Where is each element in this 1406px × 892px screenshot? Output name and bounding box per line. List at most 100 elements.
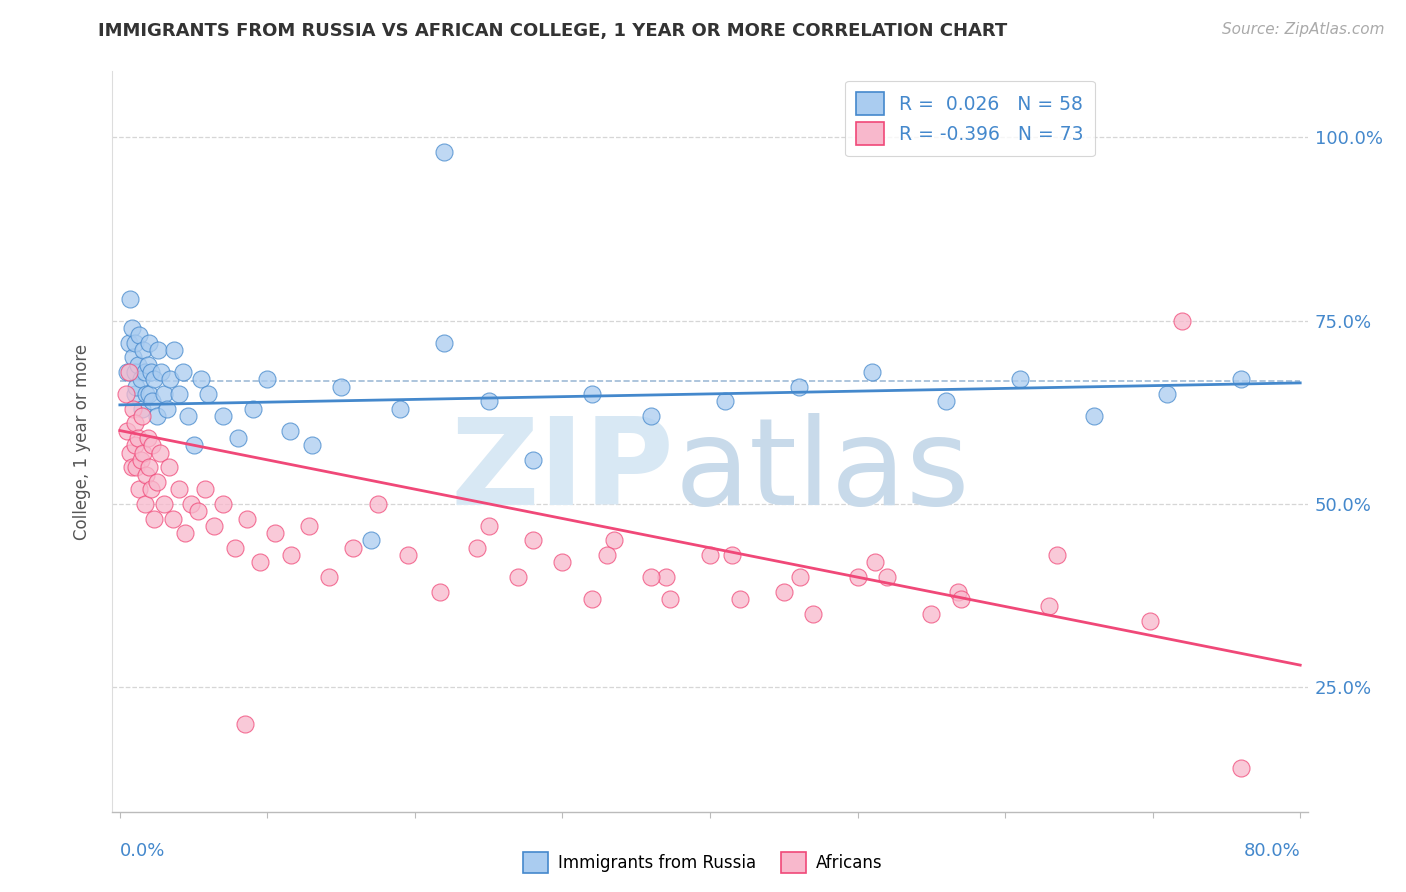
Point	[141, 438, 163, 452]
Text: 80.0%: 80.0%	[1243, 842, 1301, 860]
Point	[278, 424, 301, 438]
Point	[301, 438, 323, 452]
Point	[127, 358, 149, 372]
Point	[789, 570, 811, 584]
Point	[640, 570, 662, 584]
Y-axis label: College, 1 year or more: College, 1 year or more	[73, 343, 91, 540]
Point	[118, 365, 141, 379]
Point	[249, 556, 271, 570]
Point	[135, 467, 157, 482]
Point	[159, 372, 181, 386]
Point	[138, 335, 160, 350]
Point	[124, 387, 146, 401]
Point	[465, 541, 488, 555]
Point	[342, 541, 364, 555]
Point	[121, 460, 143, 475]
Point	[846, 570, 869, 584]
Text: atlas: atlas	[675, 413, 970, 530]
Point	[330, 379, 353, 393]
Point	[194, 482, 217, 496]
Point	[226, 431, 249, 445]
Point	[233, 716, 256, 731]
Point	[728, 592, 751, 607]
Point	[224, 541, 246, 555]
Point	[920, 607, 942, 621]
Point	[139, 365, 162, 379]
Text: 0.0%: 0.0%	[120, 842, 166, 860]
Point	[124, 416, 146, 430]
Point	[134, 365, 156, 379]
Point	[1008, 372, 1031, 386]
Point	[581, 387, 603, 401]
Point	[173, 526, 195, 541]
Point	[167, 482, 190, 496]
Point	[478, 519, 501, 533]
Point	[603, 533, 626, 548]
Point	[148, 343, 170, 357]
Point	[596, 548, 619, 562]
Point	[280, 548, 302, 562]
Point	[640, 409, 662, 423]
Point	[1171, 313, 1194, 327]
Point	[115, 424, 138, 438]
Point	[433, 145, 456, 159]
Point	[202, 519, 225, 533]
Point	[134, 497, 156, 511]
Point	[1083, 409, 1105, 423]
Point	[172, 365, 194, 379]
Point	[124, 365, 146, 379]
Point	[396, 548, 419, 562]
Point	[551, 556, 574, 570]
Point	[197, 387, 219, 401]
Point	[1230, 761, 1253, 775]
Point	[121, 321, 143, 335]
Point	[659, 592, 682, 607]
Point	[124, 335, 146, 350]
Point	[212, 409, 235, 423]
Point	[114, 387, 136, 401]
Point	[120, 445, 142, 459]
Point	[935, 394, 957, 409]
Point	[142, 372, 165, 386]
Point	[128, 328, 150, 343]
Point	[429, 584, 451, 599]
Point	[263, 526, 285, 541]
Point	[139, 482, 162, 496]
Point	[136, 358, 159, 372]
Point	[256, 372, 278, 386]
Point	[1046, 548, 1069, 562]
Point	[522, 533, 544, 548]
Text: Source: ZipAtlas.com: Source: ZipAtlas.com	[1222, 22, 1385, 37]
Point	[433, 335, 456, 350]
Point	[153, 387, 176, 401]
Point	[131, 409, 153, 423]
Point	[132, 343, 155, 357]
Point	[581, 592, 603, 607]
Point	[142, 511, 165, 525]
Point	[946, 584, 969, 599]
Legend: R =  0.026   N = 58, R = -0.396   N = 73: R = 0.026 N = 58, R = -0.396 N = 73	[845, 81, 1095, 156]
Point	[145, 475, 167, 489]
Point	[118, 335, 141, 350]
Point	[125, 460, 148, 475]
Point	[949, 592, 972, 607]
Point	[699, 548, 721, 562]
Point	[124, 438, 146, 452]
Point	[162, 511, 184, 525]
Point	[318, 570, 340, 584]
Point	[721, 548, 744, 562]
Point	[298, 519, 321, 533]
Point	[235, 511, 257, 525]
Point	[389, 401, 412, 416]
Point	[138, 460, 160, 475]
Point	[713, 394, 735, 409]
Point	[115, 365, 138, 379]
Point	[138, 387, 160, 401]
Point	[122, 350, 145, 364]
Point	[122, 401, 145, 416]
Point	[132, 445, 155, 459]
Point	[478, 394, 501, 409]
Point	[801, 607, 824, 621]
Point	[183, 438, 205, 452]
Point	[522, 453, 544, 467]
